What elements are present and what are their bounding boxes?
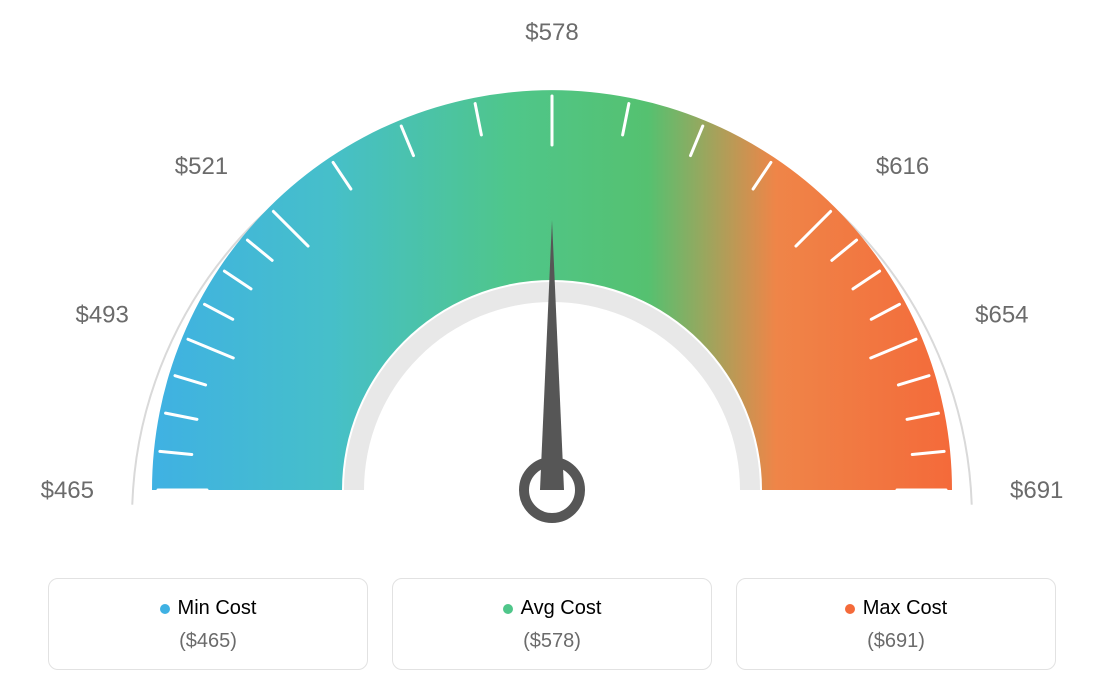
legend-value-min: ($465)	[59, 630, 357, 653]
legend-title-avg: Avg Cost	[503, 597, 602, 620]
legend-label-avg: Avg Cost	[521, 597, 602, 620]
legend-label-min: Min Cost	[178, 597, 257, 620]
svg-text:$493: $493	[75, 302, 128, 329]
svg-text:$578: $578	[525, 19, 578, 46]
legend-row: Min Cost ($465) Avg Cost ($578) Max Cost…	[0, 578, 1104, 670]
svg-text:$616: $616	[876, 153, 929, 180]
legend-value-avg: ($578)	[403, 630, 701, 653]
legend-label-max: Max Cost	[863, 597, 947, 620]
svg-text:$521: $521	[175, 153, 228, 180]
legend-dot-avg	[503, 604, 513, 614]
legend-value-max: ($691)	[747, 630, 1045, 653]
legend-card-max: Max Cost ($691)	[736, 578, 1056, 670]
legend-card-min: Min Cost ($465)	[48, 578, 368, 670]
svg-text:$691: $691	[1010, 477, 1063, 504]
legend-card-avg: Avg Cost ($578)	[392, 578, 712, 670]
legend-dot-max	[845, 604, 855, 614]
svg-text:$465: $465	[41, 477, 94, 504]
legend-title-max: Max Cost	[845, 597, 947, 620]
svg-text:$654: $654	[975, 302, 1028, 329]
gauge-chart: $465 $493 $521 $578 $616 $654 $691	[0, 0, 1104, 560]
gauge-svg: $465 $493 $521 $578 $616 $654 $691	[0, 0, 1104, 560]
legend-dot-min	[160, 604, 170, 614]
legend-title-min: Min Cost	[160, 597, 257, 620]
